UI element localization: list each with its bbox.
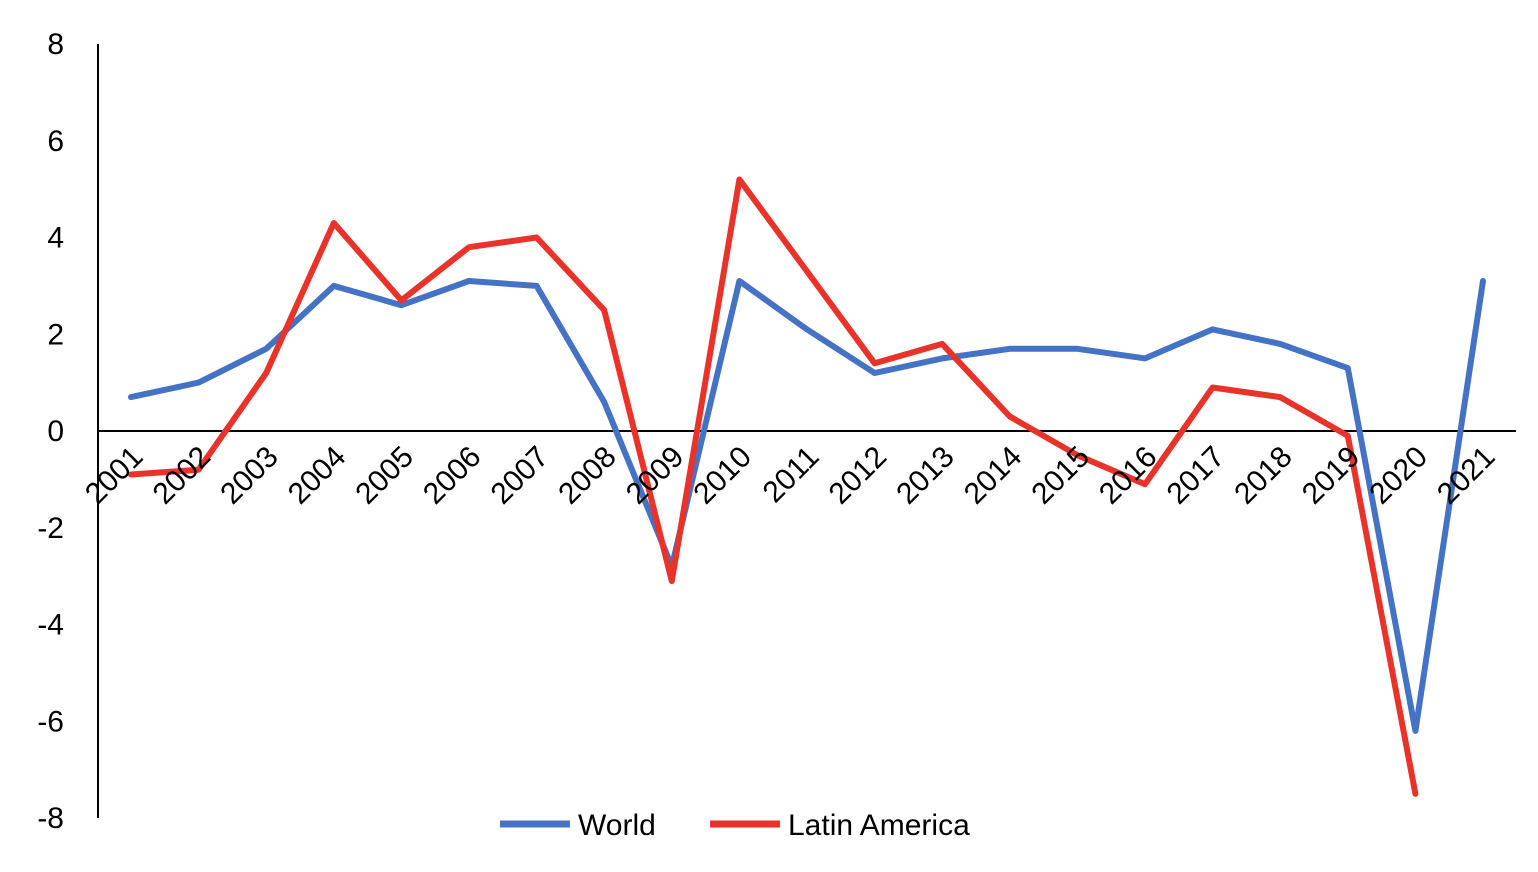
x-tick-label: 2014 — [958, 440, 1029, 511]
legend-label-world: World — [578, 809, 656, 842]
x-tick-label: 2002 — [147, 440, 218, 511]
y-tick-label: -4 — [37, 609, 64, 642]
y-tick-label: -8 — [37, 802, 64, 835]
x-tick-label: 2004 — [282, 440, 353, 511]
y-tick-label: -6 — [37, 705, 64, 738]
series-line-latin-america — [128, 176, 1419, 797]
y-tick-label: 6 — [47, 125, 64, 158]
legend: World Latin America — [500, 809, 970, 842]
x-axis-tick-labels: 2001200220032004200520062007200820092010… — [79, 440, 1502, 511]
y-axis-tick-labels: 8 6 4 2 0 -2 -4 -6 -8 — [37, 28, 64, 835]
x-tick-label: 2008 — [552, 440, 623, 511]
x-tick-label: 2007 — [485, 440, 556, 511]
x-tick-label: 2015 — [1025, 440, 1096, 511]
x-tick-label: 2009 — [620, 440, 691, 511]
legend-label-latin-america: Latin America — [788, 809, 970, 842]
series-line-world — [128, 278, 1486, 734]
y-tick-label: 2 — [47, 318, 64, 351]
x-tick-label: 2013 — [890, 440, 961, 511]
x-tick-label: 2011 — [757, 440, 826, 509]
x-tick-label: 2005 — [349, 440, 420, 511]
x-tick-label: 2003 — [214, 440, 285, 511]
y-tick-label: 0 — [47, 415, 64, 448]
x-tick-label: 2012 — [823, 440, 894, 511]
y-tick-label: 8 — [47, 28, 64, 61]
series-lines — [128, 176, 1486, 797]
x-tick-label: 2018 — [1228, 440, 1299, 511]
y-tick-label: -2 — [37, 512, 64, 545]
x-tick-label: 2006 — [417, 440, 488, 511]
y-tick-label: 4 — [47, 222, 64, 255]
x-tick-label: 2021 — [1431, 440, 1502, 511]
